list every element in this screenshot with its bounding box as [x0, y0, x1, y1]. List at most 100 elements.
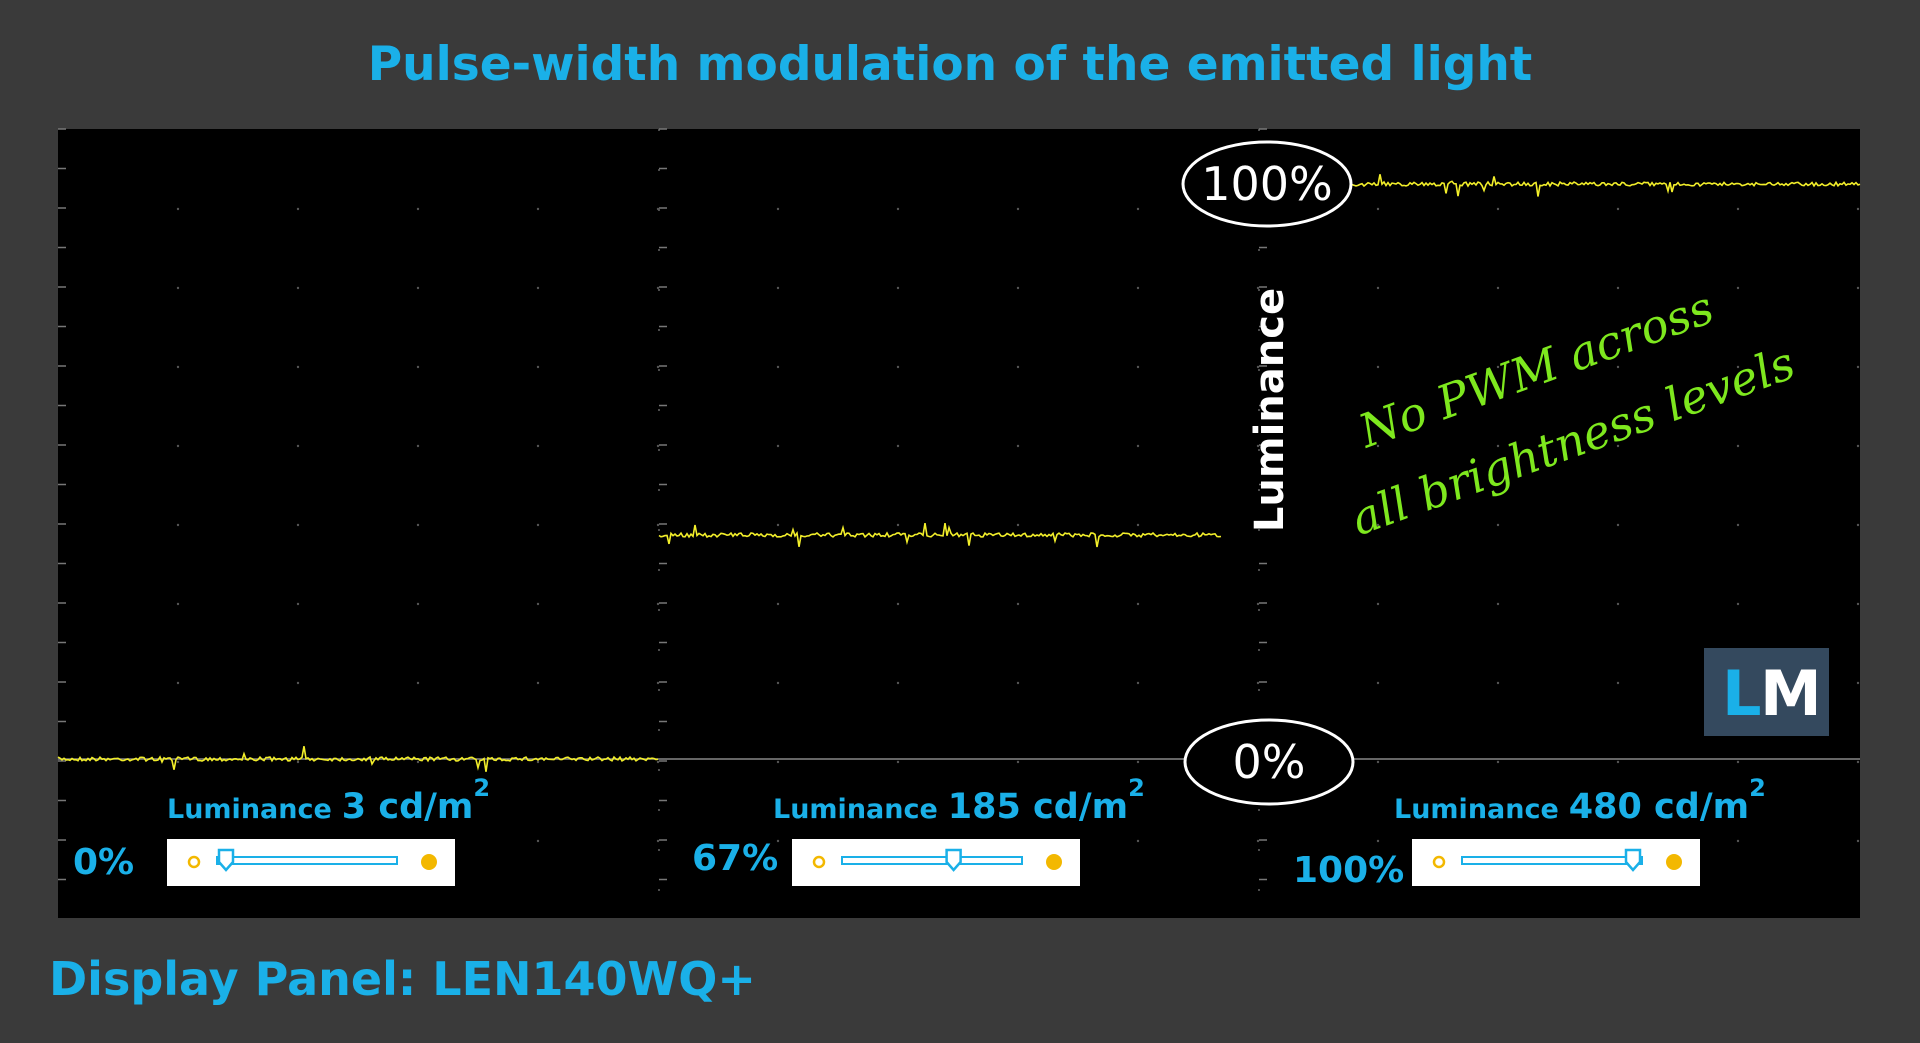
luminance-label: Luminance [1394, 794, 1559, 825]
grid-dot [1616, 444, 1620, 448]
grid-dot [536, 681, 540, 685]
grid-dot [1496, 365, 1500, 369]
sun-small [187, 855, 201, 869]
max-ellipse [1181, 140, 1353, 228]
grid-dot [656, 207, 660, 211]
grid-dot [536, 365, 540, 369]
grid-dot [176, 681, 180, 685]
grid-dot [296, 523, 300, 527]
grid-dot [1736, 839, 1740, 843]
grid-dot [1136, 839, 1140, 843]
grid-dot [1856, 207, 1860, 211]
sun-small [812, 855, 826, 869]
grid-dot [1736, 523, 1740, 527]
grid-dot [1736, 760, 1740, 764]
luminance-caption: Luminance 480 cd/m2 [1394, 774, 1766, 827]
grid-dot [1736, 365, 1740, 369]
grid-dot [896, 365, 900, 369]
panels: Luminance 3 cd/m20%Luminance 185 cd/m267%L… [73, 774, 1766, 891]
grid-dot [1136, 444, 1140, 448]
max-level: 100% [1201, 157, 1333, 211]
grid-dot [896, 523, 900, 527]
grid-dot [1376, 286, 1380, 290]
luminance-label: Luminance [167, 794, 332, 825]
grid-dot [1016, 444, 1020, 448]
traces [57, 174, 1861, 772]
grid-dot [1016, 602, 1020, 606]
grid-dot [896, 444, 900, 448]
grid-dot [176, 444, 180, 448]
logo-l: L [1722, 657, 1762, 730]
grid-dot [896, 286, 900, 290]
brightness: 100% [1293, 850, 1404, 891]
grid-dot [1736, 444, 1740, 448]
grid-dot [1496, 760, 1500, 764]
grid-dot [656, 365, 660, 369]
grid-dot [296, 365, 300, 369]
grid-dot [1856, 839, 1860, 843]
grid-dot [1736, 207, 1740, 211]
grid-dot [1376, 839, 1380, 843]
grid-dot [1376, 444, 1380, 448]
grid-dot [416, 523, 420, 527]
grid-dot [896, 681, 900, 685]
superscript: 2 [1128, 774, 1145, 802]
grid-dot [1016, 681, 1020, 685]
grid-dot [1856, 602, 1860, 606]
slider-handle [1624, 848, 1642, 872]
slider-track [1461, 856, 1643, 865]
logo [1704, 648, 1829, 736]
grid-dot [656, 286, 660, 290]
grid-dot [1496, 207, 1500, 211]
sun-large [1666, 854, 1682, 870]
grid-dot [1496, 444, 1500, 448]
trace [1347, 174, 1861, 197]
grid-dot [1136, 681, 1140, 685]
grid-dot [296, 207, 300, 211]
grid-dot [1136, 760, 1140, 764]
grid-dot [536, 602, 540, 606]
grid-dot [1016, 365, 1020, 369]
grid-dot [536, 760, 540, 764]
grid-dot [416, 365, 420, 369]
grid-dot [776, 760, 780, 764]
grid-dot [416, 760, 420, 764]
logo-m: M [1760, 657, 1822, 730]
grid-dot [776, 207, 780, 211]
grid-dot [656, 681, 660, 685]
grid-dot [1256, 681, 1260, 685]
sun-large [1046, 854, 1062, 870]
grid-dot [1856, 760, 1860, 764]
grid-dot [776, 365, 780, 369]
grid-dot [776, 286, 780, 290]
luminance-label: Luminance [773, 794, 938, 825]
min-ellipse [1183, 718, 1355, 806]
grid-dot [1496, 286, 1500, 290]
title: Pulse-width modulation of the emitted li… [368, 37, 1533, 92]
slider-handle [217, 848, 235, 872]
grid-dot [1256, 523, 1260, 527]
grid-dot [536, 286, 540, 290]
grid-dot [1016, 286, 1020, 290]
slider-track [841, 856, 1023, 865]
sun-small [1432, 855, 1446, 869]
grid-dot [1256, 839, 1260, 843]
grid-dot [296, 681, 300, 685]
grid-dot [1256, 444, 1260, 448]
grid-dot [1616, 681, 1620, 685]
grid-dot [1256, 365, 1260, 369]
grid-dot [416, 207, 420, 211]
grid-dot [656, 839, 660, 843]
slider-track [216, 856, 398, 865]
grid-dot [1136, 602, 1140, 606]
grid-dot [416, 681, 420, 685]
grid-dot [1616, 523, 1620, 527]
grid-dot [536, 523, 540, 527]
brightness: 67% [692, 838, 778, 879]
grid-dot [1136, 523, 1140, 527]
grid-dot [536, 207, 540, 211]
superscript: 2 [1749, 774, 1766, 802]
slider-box [792, 839, 1080, 886]
